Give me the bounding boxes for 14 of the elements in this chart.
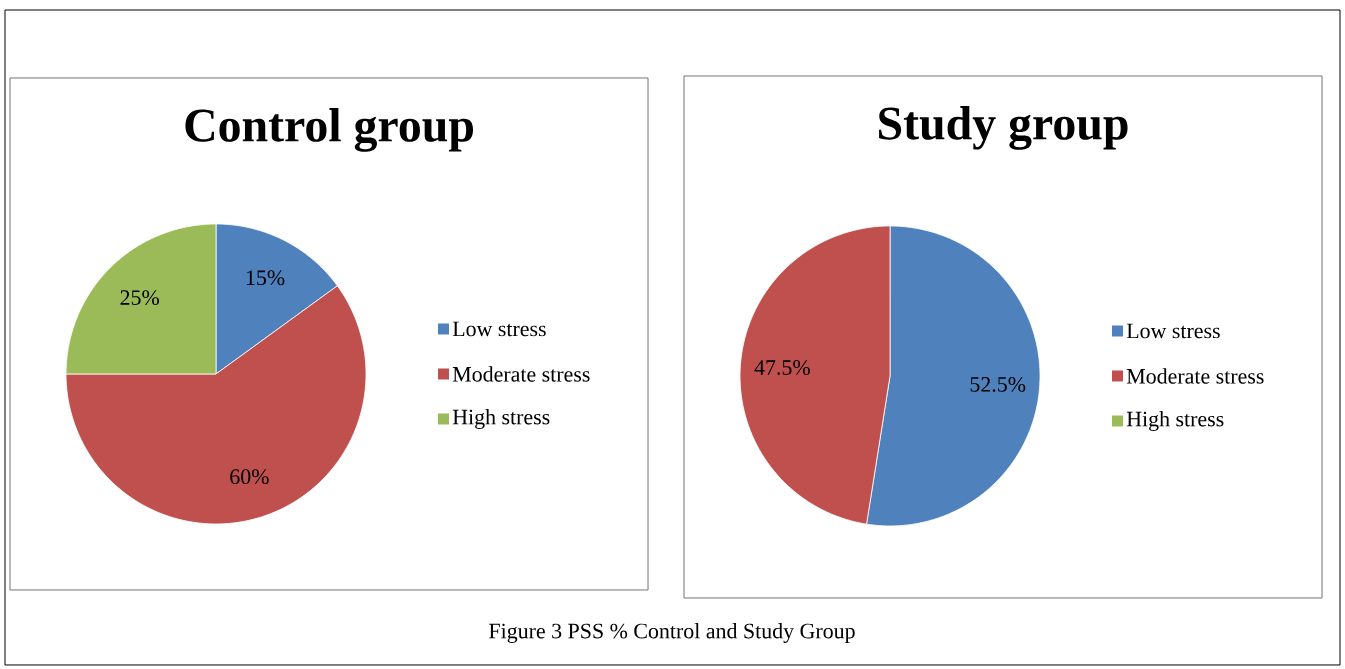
legend-label: High stress — [452, 409, 550, 429]
legend-label: Moderate stress — [452, 366, 590, 382]
data-label: 47.5% — [754, 360, 810, 375]
data-label: 15% — [246, 270, 285, 286]
data-label: 52.5% — [970, 377, 1026, 392]
chart-title: Study group — [879, 106, 1128, 150]
data-label: 25% — [120, 290, 159, 306]
legend-label: Moderate stress — [1126, 368, 1264, 384]
caption: Figure 3 PSS % Control and Study Group — [489, 623, 855, 643]
chart-title: Control group — [185, 108, 474, 152]
legend-label: High stress — [1126, 411, 1224, 431]
legend-label: Low stress — [1126, 323, 1220, 339]
data-label: 60% — [230, 469, 269, 485]
legend-label: Low stress — [452, 321, 546, 337]
